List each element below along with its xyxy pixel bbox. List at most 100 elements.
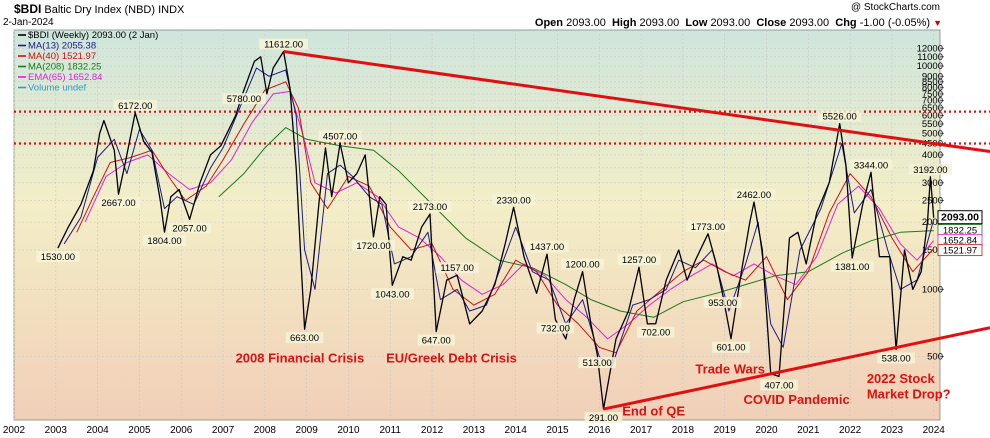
price-label: 2462.00 (732, 188, 776, 201)
y-tick-label: 8000 (922, 83, 943, 94)
current-value-text: 2093.00 (941, 212, 979, 224)
price-label-bg (732, 188, 776, 200)
price-label-text: 5780.00 (227, 94, 261, 105)
price-label-text: 1720.00 (356, 241, 390, 252)
price-label-text: 407.00 (765, 381, 794, 392)
ohlc-readout: Open 2093.00 High 2093.00 Low 2093.00 Cl… (535, 17, 942, 29)
trendline (283, 50, 990, 153)
x-tick-label: 2024 (923, 425, 946, 436)
price-label: 1157.00 (435, 262, 479, 274)
annotation-text: End of QE (622, 404, 685, 419)
price-label-text: 1157.00 (440, 263, 474, 274)
price-label: 5526.00 (818, 110, 862, 123)
price-label: 2173.00 (408, 201, 452, 213)
price-label: 538.00 (877, 352, 915, 364)
x-tick-label: 2008 (254, 425, 277, 436)
y-tick-label: 4000 (922, 150, 943, 161)
annotation-text: 2022 Stock (867, 371, 936, 386)
chg-label: Chg (835, 17, 857, 29)
price-label-text: 647.00 (422, 336, 451, 347)
price-label-bg (525, 241, 569, 253)
price-label: 953.00 (703, 297, 742, 309)
right-value-label: 2093.00 (937, 210, 983, 225)
price-label-text: 1381.00 (835, 262, 869, 273)
price-label: 663.00 (285, 332, 324, 344)
price-label: 291.00 (584, 412, 623, 424)
chart-index-name: Baltic Dry Index (NBD) (44, 4, 156, 16)
value-text: 1832.25 (943, 226, 977, 237)
annotation-text: Trade Wars (695, 361, 765, 376)
high-label: High (611, 17, 637, 29)
y-tick-label: 3000 (922, 178, 943, 189)
price-label: 601.00 (712, 341, 750, 354)
price-label: 2330.00 (491, 194, 536, 206)
price-label-text: 4507.00 (323, 131, 357, 142)
price-label-bg (491, 194, 536, 206)
x-tick-label: 2022 (839, 425, 862, 436)
x-tick-label: 2009 (296, 425, 319, 436)
price-label-text: 1530.00 (41, 252, 75, 263)
price-label: 6172.00 (113, 99, 157, 112)
x-tick-label: 2005 (128, 425, 151, 436)
price-label-text: 513.00 (583, 358, 612, 369)
price-label-text: 6172.00 (118, 101, 152, 112)
price-label: 1773.00 (686, 220, 730, 233)
trendline (603, 326, 990, 411)
x-tick-label: 2018 (672, 425, 695, 436)
x-tick-label: 2010 (337, 425, 360, 436)
y-tick-label: 8500 (922, 77, 943, 88)
close-label: Close (756, 17, 787, 29)
annotation-text: 2008 Financial Crisis (236, 351, 365, 366)
price-label-bg (877, 352, 915, 364)
price-label-text: 2330.00 (496, 195, 530, 206)
price-label-text: 1043.00 (375, 289, 409, 300)
value-text: 1652.84 (943, 236, 977, 247)
price-label-bg (617, 254, 661, 266)
price-label-bg (96, 197, 141, 209)
price-label-bg (536, 322, 575, 334)
y-tick-label: 12000 (917, 43, 943, 54)
price-label: 1381.00 (830, 261, 874, 273)
x-tick-label: 2015 (546, 425, 569, 436)
price-label-bg (113, 99, 157, 111)
price-label-bg (584, 412, 623, 424)
price-label: 1530.00 (36, 251, 80, 263)
x-tick-label: 2019 (714, 425, 737, 436)
price-label: 11612.00 (259, 38, 309, 51)
x-tick-label: 2014 (505, 425, 528, 436)
price-label: 3344.00 (849, 159, 893, 171)
price-label-text: 2462.00 (737, 190, 771, 201)
price-label-bg (259, 38, 309, 50)
price-label-text: 953.00 (708, 298, 737, 309)
y-tick-label: 5500 (922, 119, 943, 130)
x-tick-label: 2002 (3, 425, 26, 436)
price-label: 1043.00 (370, 288, 414, 300)
high-value: 2093.00 (639, 17, 680, 29)
legend-entry: MA(40) 1521.97 (28, 51, 96, 62)
price-label: 2057.00 (167, 222, 212, 234)
price-label: 1200.00 (560, 258, 605, 271)
price-label-text: 2667.00 (101, 198, 135, 209)
legend: $BDI (Weekly) 2093.00 (2 Jan)MA(13) 2055… (18, 30, 158, 94)
price-label: 1720.00 (351, 239, 396, 252)
price-label: 1437.00 (525, 241, 569, 253)
price-label-bg (167, 222, 212, 234)
right-value-label: 1521.97 (937, 244, 983, 257)
y-tick-label: 500 (927, 352, 943, 363)
chg-value: -1.00 (-0.05%) (859, 17, 931, 29)
price-label-bg (417, 334, 456, 346)
price-label-text: 5526.00 (822, 112, 856, 123)
price-label-bg (560, 258, 605, 270)
x-tick-label: 2020 (755, 425, 778, 436)
y-tick-label: 7500 (922, 89, 943, 100)
x-tick-label: 2003 (45, 425, 68, 436)
legend-entry: MA(13) 2055.38 (28, 41, 96, 52)
legend-entry: Volume undef (28, 83, 86, 94)
price-label-bg (351, 239, 396, 251)
annotation-text: Market Drop? (867, 386, 951, 401)
y-tick-label: 6000 (922, 111, 943, 122)
x-tick-label: 2006 (170, 425, 193, 436)
y-tick-label: 9000 (922, 71, 943, 82)
price-label: 1257.00 (617, 254, 661, 266)
